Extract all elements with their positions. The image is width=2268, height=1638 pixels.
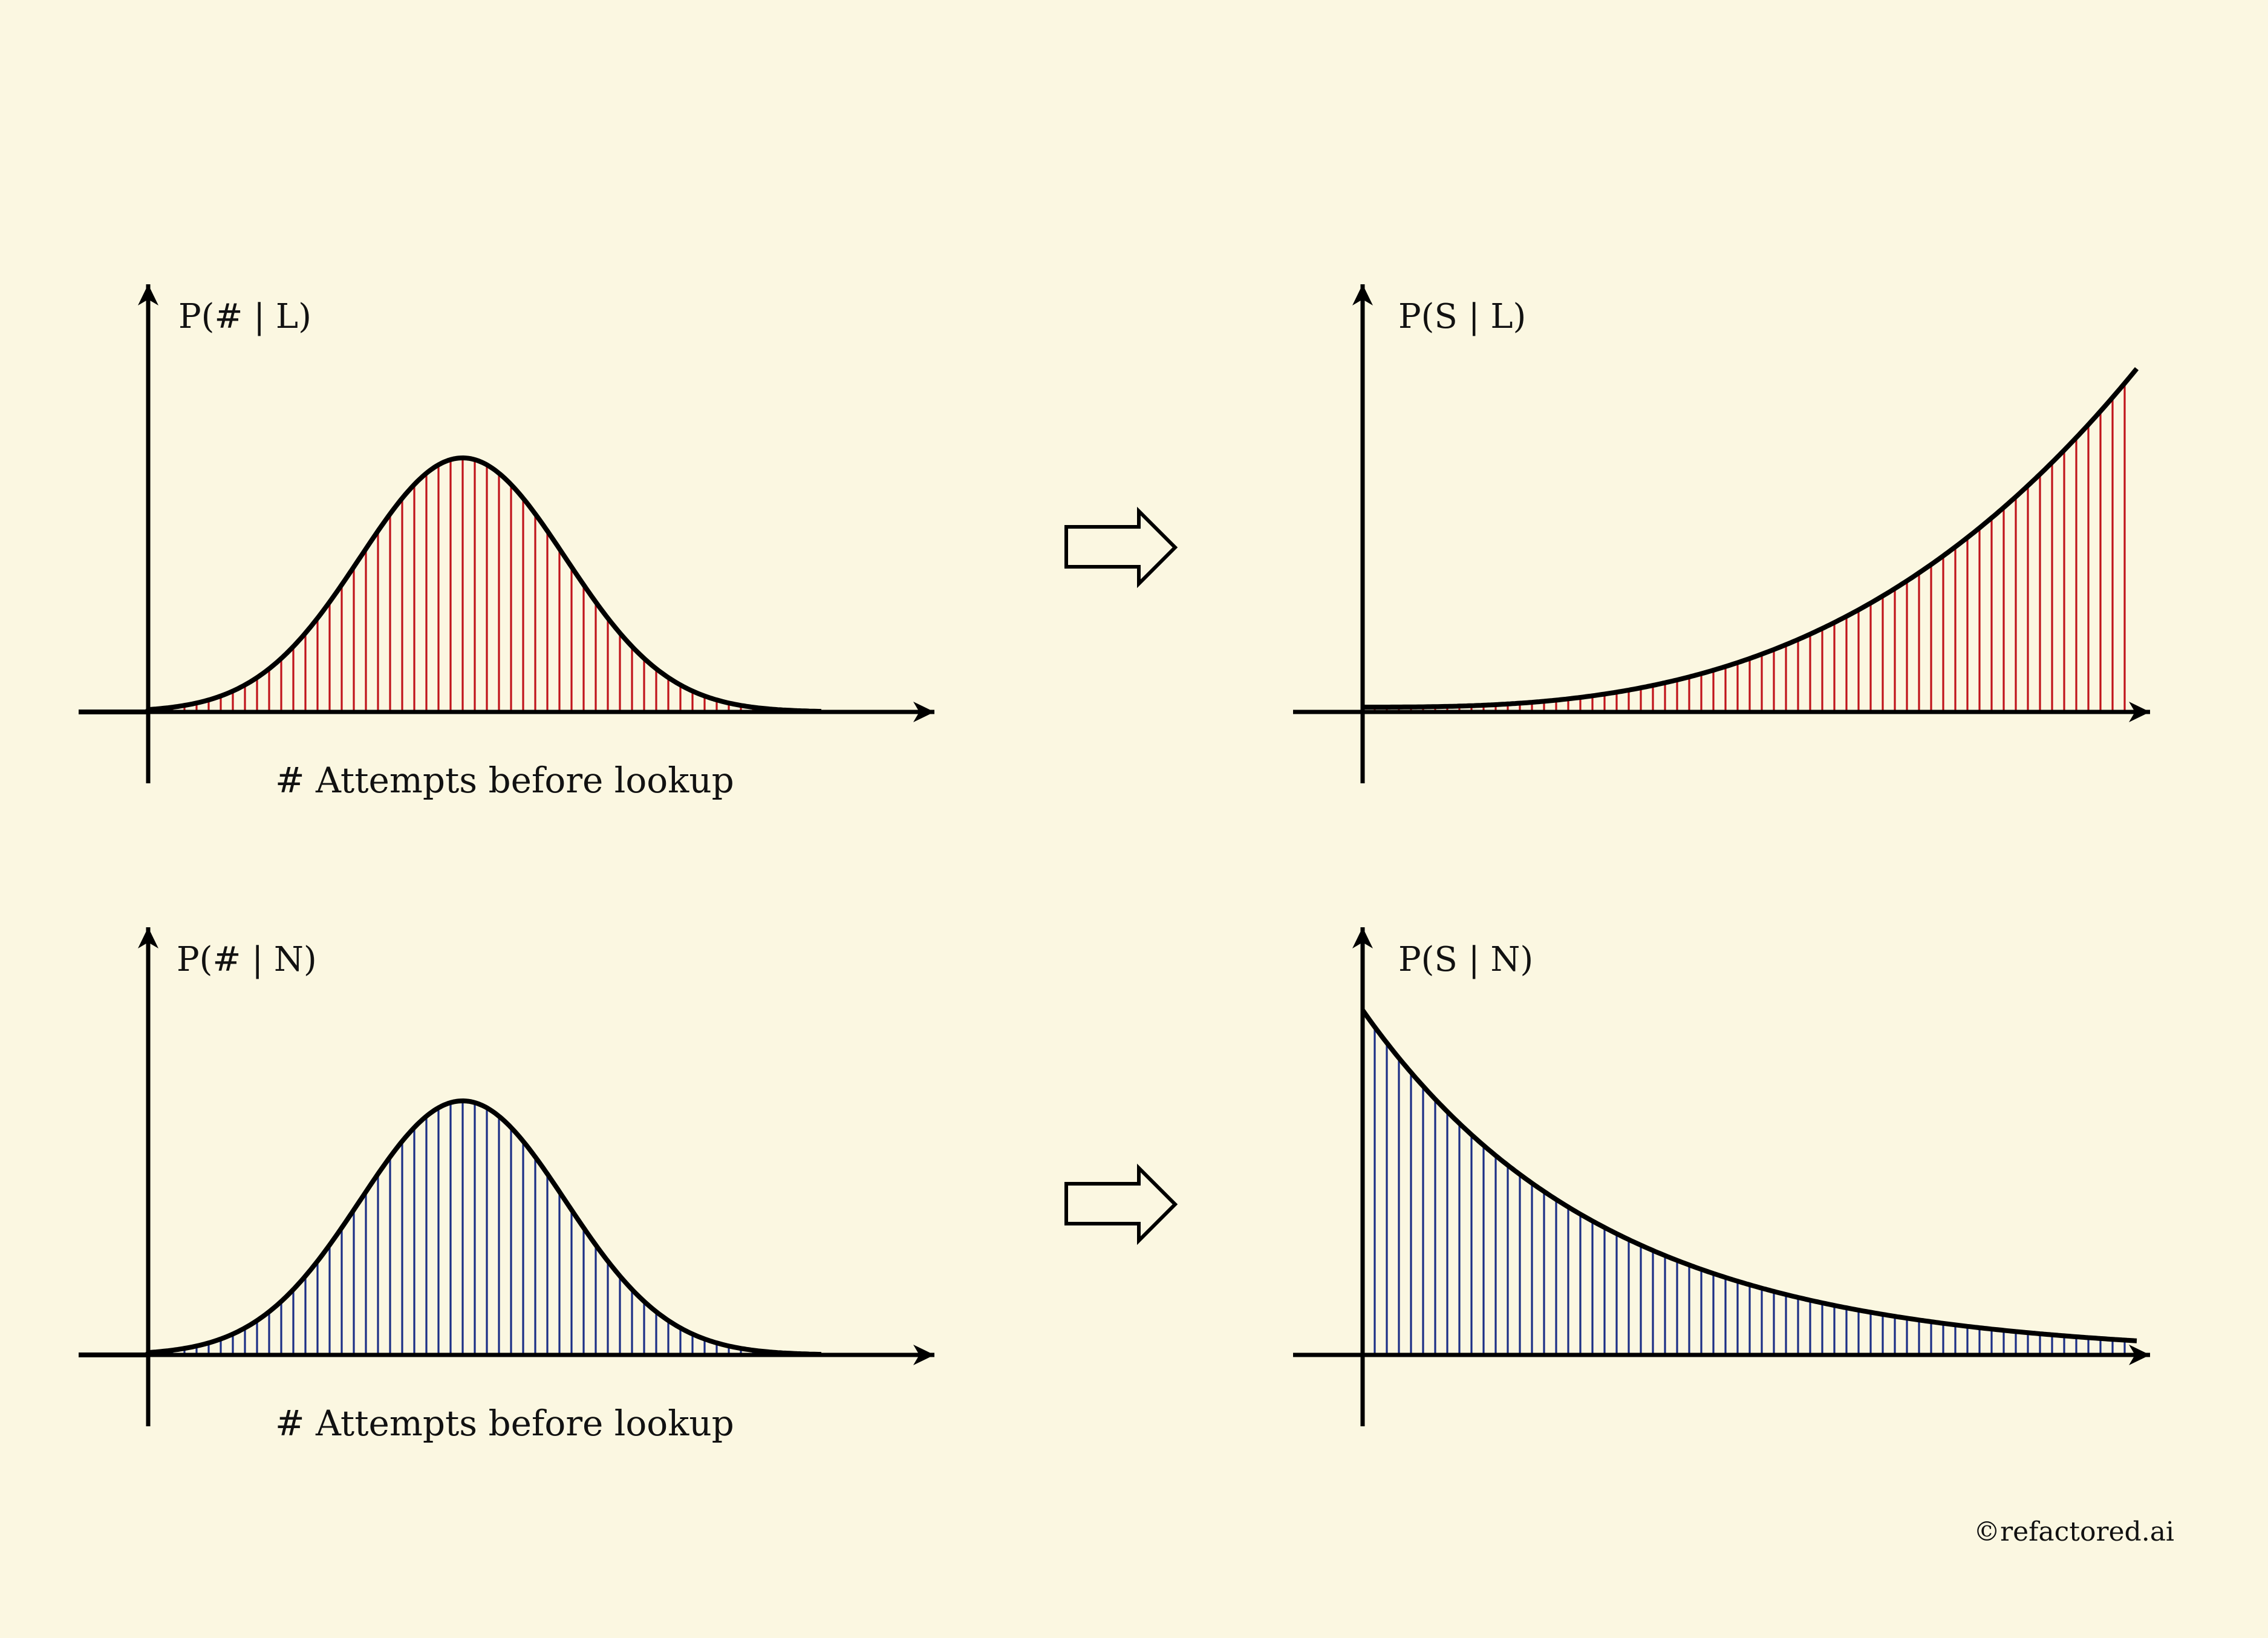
x-axis-arrowhead-bottom-right [2129,1345,2150,1365]
panel-top-right: P(S | L) [1293,284,2150,783]
credit-text: ©refactored.ai [1973,1516,2174,1547]
panel-bottom-right: P(S | N) [1293,927,2150,1426]
hatch-top-right [1374,383,2126,712]
hatch-bottom-right [1374,1026,2126,1355]
panel-bottom-left: P(# | N) # Attempts before lookup [79,927,934,1444]
y-label-top-left: P(# | L) [178,297,311,336]
transform-arrow-bottom [1064,1163,1178,1245]
curve-bottom-left [79,1098,821,1357]
y-label-bottom-left: P(# | N) [177,940,317,979]
y-axis-arrowhead-top-left [138,284,158,305]
x-axis-arrowhead-top-left [913,702,934,722]
x-label-top-left: # Attempts before lookup [275,760,734,801]
y-axis-arrowhead-top-right [1352,284,1373,305]
hatch-top-left [159,458,778,712]
y-label-bottom-right: P(S | N) [1398,940,1533,979]
x-axis-arrowhead-bottom-left [913,1345,934,1365]
curve-top-left [79,455,821,714]
curve-top-right [1363,367,2139,710]
panel-top-left: P(# | L) # Attempts before lookup [79,284,934,801]
x-label-bottom-left: # Attempts before lookup [275,1403,734,1444]
hatch-bottom-left [159,1101,778,1355]
transform-arrow-top [1064,506,1178,589]
curve-bottom-right [1360,1008,2137,1343]
y-axis-arrowhead-bottom-right [1352,927,1373,948]
y-label-top-right: P(S | L) [1398,297,1526,336]
y-axis-arrowhead-bottom-left [138,927,158,948]
x-axis-arrowhead-top-right [2129,702,2150,722]
